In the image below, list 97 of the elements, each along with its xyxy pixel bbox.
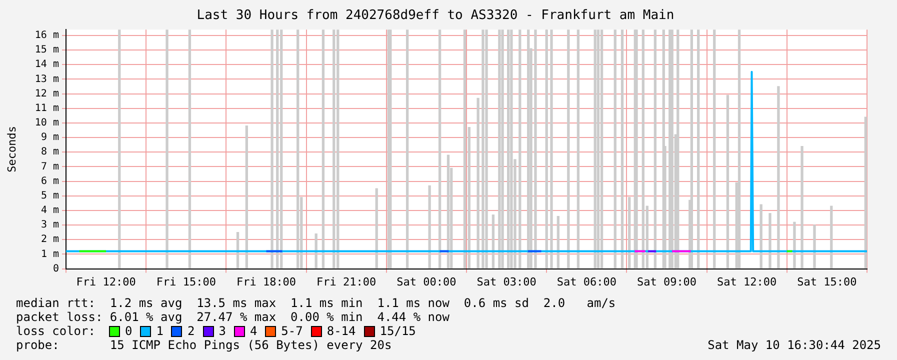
bar [438,30,442,269]
y-tick-label: 4 m [40,205,59,216]
bar [166,30,168,269]
legend-label: 4 [250,324,258,338]
y-tick-label: 3 m [40,220,59,231]
bar [793,222,796,269]
bar [813,224,816,269]
y-tick-label: 2 m [40,234,59,246]
bar [668,30,672,269]
bar [628,197,631,269]
bar [507,30,510,269]
bar [690,30,693,269]
bar [276,30,279,269]
bar [654,30,657,269]
legend-label: 5-7 [281,324,303,338]
bar [492,214,495,269]
x-tick-label: Sat 00:00 [396,275,456,288]
bar [476,98,480,269]
x-tick-label: Fri 18:00 [236,275,296,288]
y-tick-label: 12 m [34,88,59,100]
x-tick-label: Sat 15:00 [797,275,857,288]
bar [498,30,501,269]
bar [556,216,560,269]
y-tick-label: 7 m [40,161,59,172]
bar [280,30,283,269]
y-tick-label: 10 m [34,118,59,129]
text: packet loss: 6.01 % avg 27.47 % max 0.00 % min 4.44 % now [16,310,450,324]
chart-title: Last 30 Hours from 2402768d9eff to AS3320 - Frankfurt am Main [196,8,674,24]
x-tick-label: Fri 15:00 [156,275,216,288]
bar [567,30,570,269]
bar [446,154,450,269]
bar [620,30,624,269]
bar [336,30,340,269]
bar [527,30,530,269]
y-tick-label: 8 m [40,146,59,158]
bar [245,126,248,269]
legend-label: 0 [125,324,132,338]
legend-label: 3 [218,324,226,338]
bar [501,30,504,269]
text: median rtt: 1.2 ms avg 13.5 ms max 1.1 ms min 1.1 ms now 0.6 ms sd 2.0 am/s [16,296,616,310]
x-tick-label: Sat 06:00 [556,275,616,288]
bar [332,30,336,269]
bar [296,30,300,269]
bar [670,30,674,269]
bar [642,30,644,269]
bar [768,213,772,269]
y-tick-label: 13 m [34,74,59,85]
y-tick-label: 11 m [34,102,59,114]
bar [576,30,580,269]
y-tick-label: 1 m [40,248,59,260]
text: probe: 15 ICMP Echo Pings (56 Bytes) every 20s [16,338,392,352]
y-tick-label: 14 m [34,59,59,70]
bar [800,146,804,269]
text: Sat May 10 16:30:44 2025 [708,338,881,352]
bar [118,30,121,269]
bar [375,188,378,269]
bar [468,126,470,269]
y-axis-title: Seconds [5,126,18,172]
bar [270,30,274,269]
bar [713,30,716,269]
y-tick-label: 5 m [40,190,59,202]
bar [406,30,409,269]
legend-label: 1 [156,324,164,338]
bar [864,116,867,269]
bar [738,30,741,269]
x-tick-label: Fri 21:00 [316,275,376,288]
y-tick-label: 0 [52,263,59,274]
legend-label: 8-14 [326,324,356,338]
bar [830,206,833,269]
bar [485,30,488,269]
legend-title: loss color: [16,324,96,338]
bar [697,30,700,269]
x-tick-label: Sat 12:00 [717,275,777,288]
bar [518,30,522,269]
bar [322,30,325,269]
bar [600,30,604,269]
bar [777,86,780,269]
bar [188,30,192,269]
bar [594,30,596,269]
bar [760,204,762,269]
x-tick-label: Fri 12:00 [76,275,136,288]
legend-label: 2 [187,324,195,338]
x-tick-label: Sat 03:00 [476,275,536,288]
x-tick-label: Sat 09:00 [636,275,697,288]
y-tick-label: 9 m [40,132,59,144]
bar [550,30,553,269]
y-tick-label: 15 m [34,44,59,56]
bar [510,30,513,269]
bar [428,185,431,269]
y-tick-label: 16 m [34,30,59,42]
bar [726,94,730,269]
bar [614,30,616,269]
bar [596,30,600,269]
bar [482,30,484,269]
y-tick-label: 6 m [40,176,59,187]
bar [676,30,680,269]
legend-label: 15/15 [380,324,416,338]
